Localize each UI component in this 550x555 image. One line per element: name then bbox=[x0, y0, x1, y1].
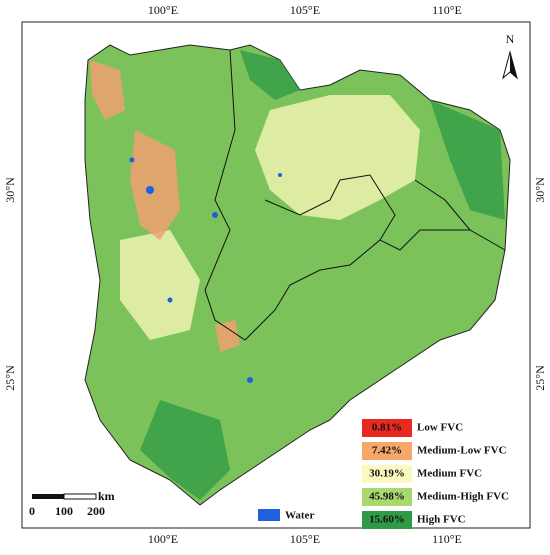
lon-label: 110°E bbox=[432, 532, 462, 546]
legend-swatch bbox=[362, 419, 412, 437]
legend-percent: 15.60% bbox=[369, 514, 405, 526]
lon-label: 100°E bbox=[148, 532, 178, 546]
lat-label: 30°N bbox=[3, 177, 17, 203]
legend-label: Medium-High FVC bbox=[417, 491, 509, 503]
legend-swatch bbox=[362, 442, 412, 460]
scale-label: 100 bbox=[55, 504, 73, 518]
legend-percent: 0.81% bbox=[372, 422, 402, 434]
scale-label: 0 bbox=[29, 504, 35, 518]
low-fvc-area bbox=[90, 60, 240, 352]
legend-percent: 30.19% bbox=[369, 468, 405, 480]
legend-label: Medium-Low FVC bbox=[417, 445, 507, 457]
water-label: Water bbox=[285, 510, 314, 522]
lat-label: 25°N bbox=[3, 365, 17, 391]
province-borders bbox=[204, 49, 506, 341]
legend-swatch bbox=[362, 488, 412, 506]
water-bodies bbox=[129, 157, 282, 383]
medium-fvc-area bbox=[120, 95, 420, 340]
lon-label: 100°E bbox=[148, 3, 178, 17]
north-arrow bbox=[502, 50, 518, 80]
legend-swatch bbox=[362, 511, 412, 529]
legend-label: Low FVC bbox=[417, 422, 463, 434]
legend-percent: 7.42% bbox=[372, 445, 402, 457]
high-fvc-area bbox=[140, 50, 505, 500]
north-label: N bbox=[506, 32, 515, 46]
lat-label: 25°N bbox=[533, 365, 547, 391]
lon-label: 110°E bbox=[432, 3, 462, 17]
water-swatch bbox=[258, 509, 280, 521]
legend-label: Medium FVC bbox=[417, 468, 482, 480]
lon-label: 105°E bbox=[290, 3, 320, 17]
lat-label: 30°N bbox=[533, 177, 547, 203]
scale-bar bbox=[32, 493, 97, 500]
legend-swatch bbox=[362, 465, 412, 483]
scale-label: 200 bbox=[87, 504, 105, 518]
lon-label: 105°E bbox=[290, 532, 320, 546]
legend-label: High FVC bbox=[417, 514, 466, 526]
legend-percent: 45.98% bbox=[369, 491, 405, 503]
scale-unit: km bbox=[98, 489, 115, 503]
